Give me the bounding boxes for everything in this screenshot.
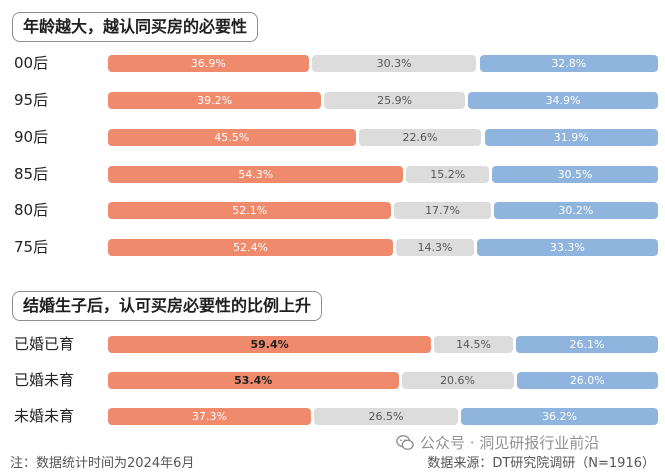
bar-segment-3: 31.9% <box>484 129 658 146</box>
bar-segment-2: 15.2% <box>406 166 490 183</box>
row-label: 85后 <box>14 165 49 183</box>
bar-segment-3: 36.2% <box>461 408 658 425</box>
stacked-bar: 59.4% 14.5% 26.1% <box>108 336 658 353</box>
stacked-bar: 54.3% 15.2% 30.5% <box>108 166 658 183</box>
bar-segment-3: 34.9% <box>468 92 658 109</box>
bar-segment-3: 30.2% <box>493 202 658 219</box>
stacked-bar: 52.4% 14.3% 33.3% <box>108 239 658 256</box>
bar-segment-2: 14.3% <box>396 239 474 256</box>
chart-2-title: 结婚生子后，认可买房必要性的比例上升 <box>12 291 323 321</box>
row-label: 95后 <box>14 91 49 109</box>
row-label: 00后 <box>14 54 49 72</box>
bar-segment-1: 52.4% <box>108 239 394 256</box>
stacked-bar: 52.1% 17.7% 30.2% <box>108 202 658 219</box>
bar-segment-2: 30.3% <box>311 55 477 72</box>
bar-segment-1: 39.2% <box>108 92 322 109</box>
bar-segment-2: 25.9% <box>324 92 466 109</box>
bar-segment-2: 20.6% <box>401 372 514 389</box>
stacked-bar: 36.9% 30.3% 32.8% <box>108 55 658 72</box>
stacked-bar: 45.5% 22.6% 31.9% <box>108 129 658 146</box>
bar-segment-2: 14.5% <box>434 336 513 353</box>
bar-segment-1: 52.1% <box>108 202 392 219</box>
bar-segment-3: 32.8% <box>479 55 658 72</box>
bar-segment-2: 26.5% <box>313 408 459 425</box>
bar-segment-1: 54.3% <box>108 166 404 183</box>
bar-segment-3: 26.0% <box>516 372 658 389</box>
row-label: 80后 <box>14 201 49 219</box>
row-label: 90后 <box>14 128 49 146</box>
bar-segment-1: 45.5% <box>108 129 356 146</box>
row-label: 已婚已育 <box>14 335 75 353</box>
bar-segment-3: 26.1% <box>516 336 658 353</box>
row-label: 已婚未育 <box>14 371 75 389</box>
bar-segment-1: 36.9% <box>108 55 309 72</box>
footnote: 注：数据统计时间为2024年6月 <box>10 456 195 471</box>
bar-segment-3: 30.5% <box>492 166 658 183</box>
bar-segment-1: 37.3% <box>108 408 311 425</box>
bar-segment-2: 17.7% <box>394 202 491 219</box>
stacked-bar: 37.3% 26.5% 36.2% <box>108 408 658 425</box>
bar-segment-3: 33.3% <box>476 239 658 256</box>
stacked-bar: 39.2% 25.9% 34.9% <box>108 92 658 109</box>
stacked-bar: 53.4% 20.6% 26.0% <box>108 372 658 389</box>
data-source: 数据来源：DT研究院调研（N=1916） <box>427 456 655 471</box>
wechat-icon <box>396 434 414 450</box>
bar-segment-2: 22.6% <box>358 129 482 146</box>
bar-segment-1: 53.4% <box>108 372 399 389</box>
watermark: 公众号 · 洞见研报行业前沿 <box>396 432 599 453</box>
watermark-text: 公众号 · 洞见研报行业前沿 <box>420 434 600 452</box>
row-label: 未婚未育 <box>14 407 75 425</box>
bar-segment-1: 59.4% <box>108 336 432 353</box>
row-label: 75后 <box>14 238 49 256</box>
chart-1-title: 年龄越大，越认同买房的必要性 <box>12 12 259 42</box>
